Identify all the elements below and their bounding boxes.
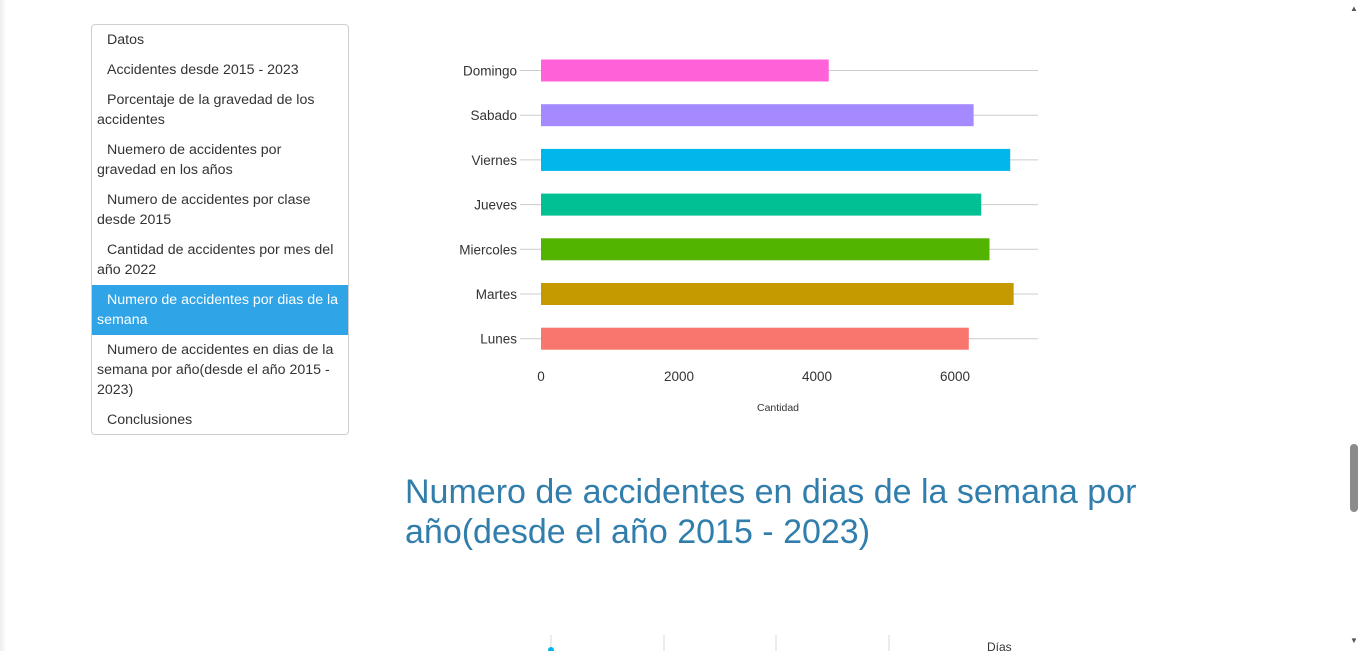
sidebar-item-label: Numero de accidentes en dias de la seman… bbox=[97, 342, 334, 398]
bar-martes bbox=[541, 283, 1014, 305]
sidebar-item-accidentes-por-clase[interactable]: Numero de accidentes por clase desde 201… bbox=[92, 185, 348, 235]
bar-lunes bbox=[541, 327, 969, 350]
bar-domingo bbox=[541, 59, 829, 82]
sidebar-item-label: Nuemero de accidentes por gravedad en lo… bbox=[97, 142, 282, 178]
page-scrollbar[interactable]: ▲ ▼ bbox=[1348, 0, 1360, 651]
page-edge bbox=[0, 0, 6, 651]
sidebar-item-label: Conclusiones bbox=[107, 412, 193, 428]
x-axis-title: Cantidad bbox=[757, 402, 799, 414]
y-tick-label: Sabado bbox=[470, 108, 517, 123]
x-tick-label: 0 bbox=[537, 369, 545, 384]
scroll-down-icon[interactable]: ▼ bbox=[1350, 636, 1358, 645]
x-tick-label: 2000 bbox=[664, 369, 694, 384]
y-tick-label: Jueves bbox=[474, 198, 517, 213]
y-tick-label: Martes bbox=[476, 287, 518, 302]
sidebar-item-datos[interactable]: Datos bbox=[92, 25, 348, 55]
next-chart-legend-title: Días bbox=[987, 640, 1012, 651]
section-title: Numero de accidentes en dias de la seman… bbox=[405, 473, 1137, 551]
bar-sabado bbox=[541, 104, 974, 127]
sidebar-item-label: Datos bbox=[107, 32, 145, 48]
x-tick-label: 6000 bbox=[940, 369, 970, 384]
scroll-up-icon[interactable]: ▲ bbox=[1350, 4, 1358, 13]
accidents-by-weekday-chart: Domingo Sabado Viernes Jueves Miercoles Marte… bbox=[459, 59, 1038, 414]
y-tick-label: Viernes bbox=[471, 153, 517, 168]
sidebar-item-label: Numero de accidentes por clase desde 201… bbox=[97, 192, 311, 228]
bar-jueves bbox=[541, 193, 982, 216]
next-chart-preview: Días bbox=[548, 635, 1012, 651]
bar-viernes bbox=[541, 148, 1011, 171]
sidebar-item-label: Accidentes desde 2015 - 2023 bbox=[107, 62, 299, 78]
sidebar-item-dias-semana[interactable]: Numero de accidentes por dias de la sema… bbox=[92, 285, 348, 335]
sidebar-item-accidentes-por-mes[interactable]: Cantidad de accidentes por mes del año 2… bbox=[92, 235, 348, 285]
sidebar-item-label: Numero de accidentes por dias de la sema… bbox=[97, 292, 339, 328]
sidebar-item-label: Porcentaje de la gravedad de los acciden… bbox=[97, 92, 315, 128]
scroll-thumb[interactable] bbox=[1350, 444, 1358, 512]
y-tick-label: Miercoles bbox=[459, 242, 517, 257]
sidebar-item-porcentaje-gravedad[interactable]: Porcentaje de la gravedad de los acciden… bbox=[92, 85, 348, 135]
sidebar-item-conclusiones[interactable]: Conclusiones bbox=[92, 405, 348, 434]
sidebar-item-label: Cantidad de accidentes por mes del año 2… bbox=[97, 242, 334, 278]
x-tick-label: 4000 bbox=[802, 369, 832, 384]
sidebar-item-gravedad-por-anos[interactable]: Nuemero de accidentes por gravedad en lo… bbox=[92, 135, 348, 185]
sidebar-item-accidentes-2015-2023[interactable]: Accidentes desde 2015 - 2023 bbox=[92, 55, 348, 85]
bar-miercoles bbox=[541, 238, 990, 261]
next-chart-point bbox=[548, 647, 554, 651]
y-tick-label: Domingo bbox=[463, 64, 517, 79]
sidebar-nav: Datos Accidentes desde 2015 - 2023 Porce… bbox=[91, 24, 349, 435]
y-tick-label: Lunes bbox=[480, 332, 517, 347]
sidebar-item-dias-semana-por-ano[interactable]: Numero de accidentes en dias de la seman… bbox=[92, 335, 348, 405]
